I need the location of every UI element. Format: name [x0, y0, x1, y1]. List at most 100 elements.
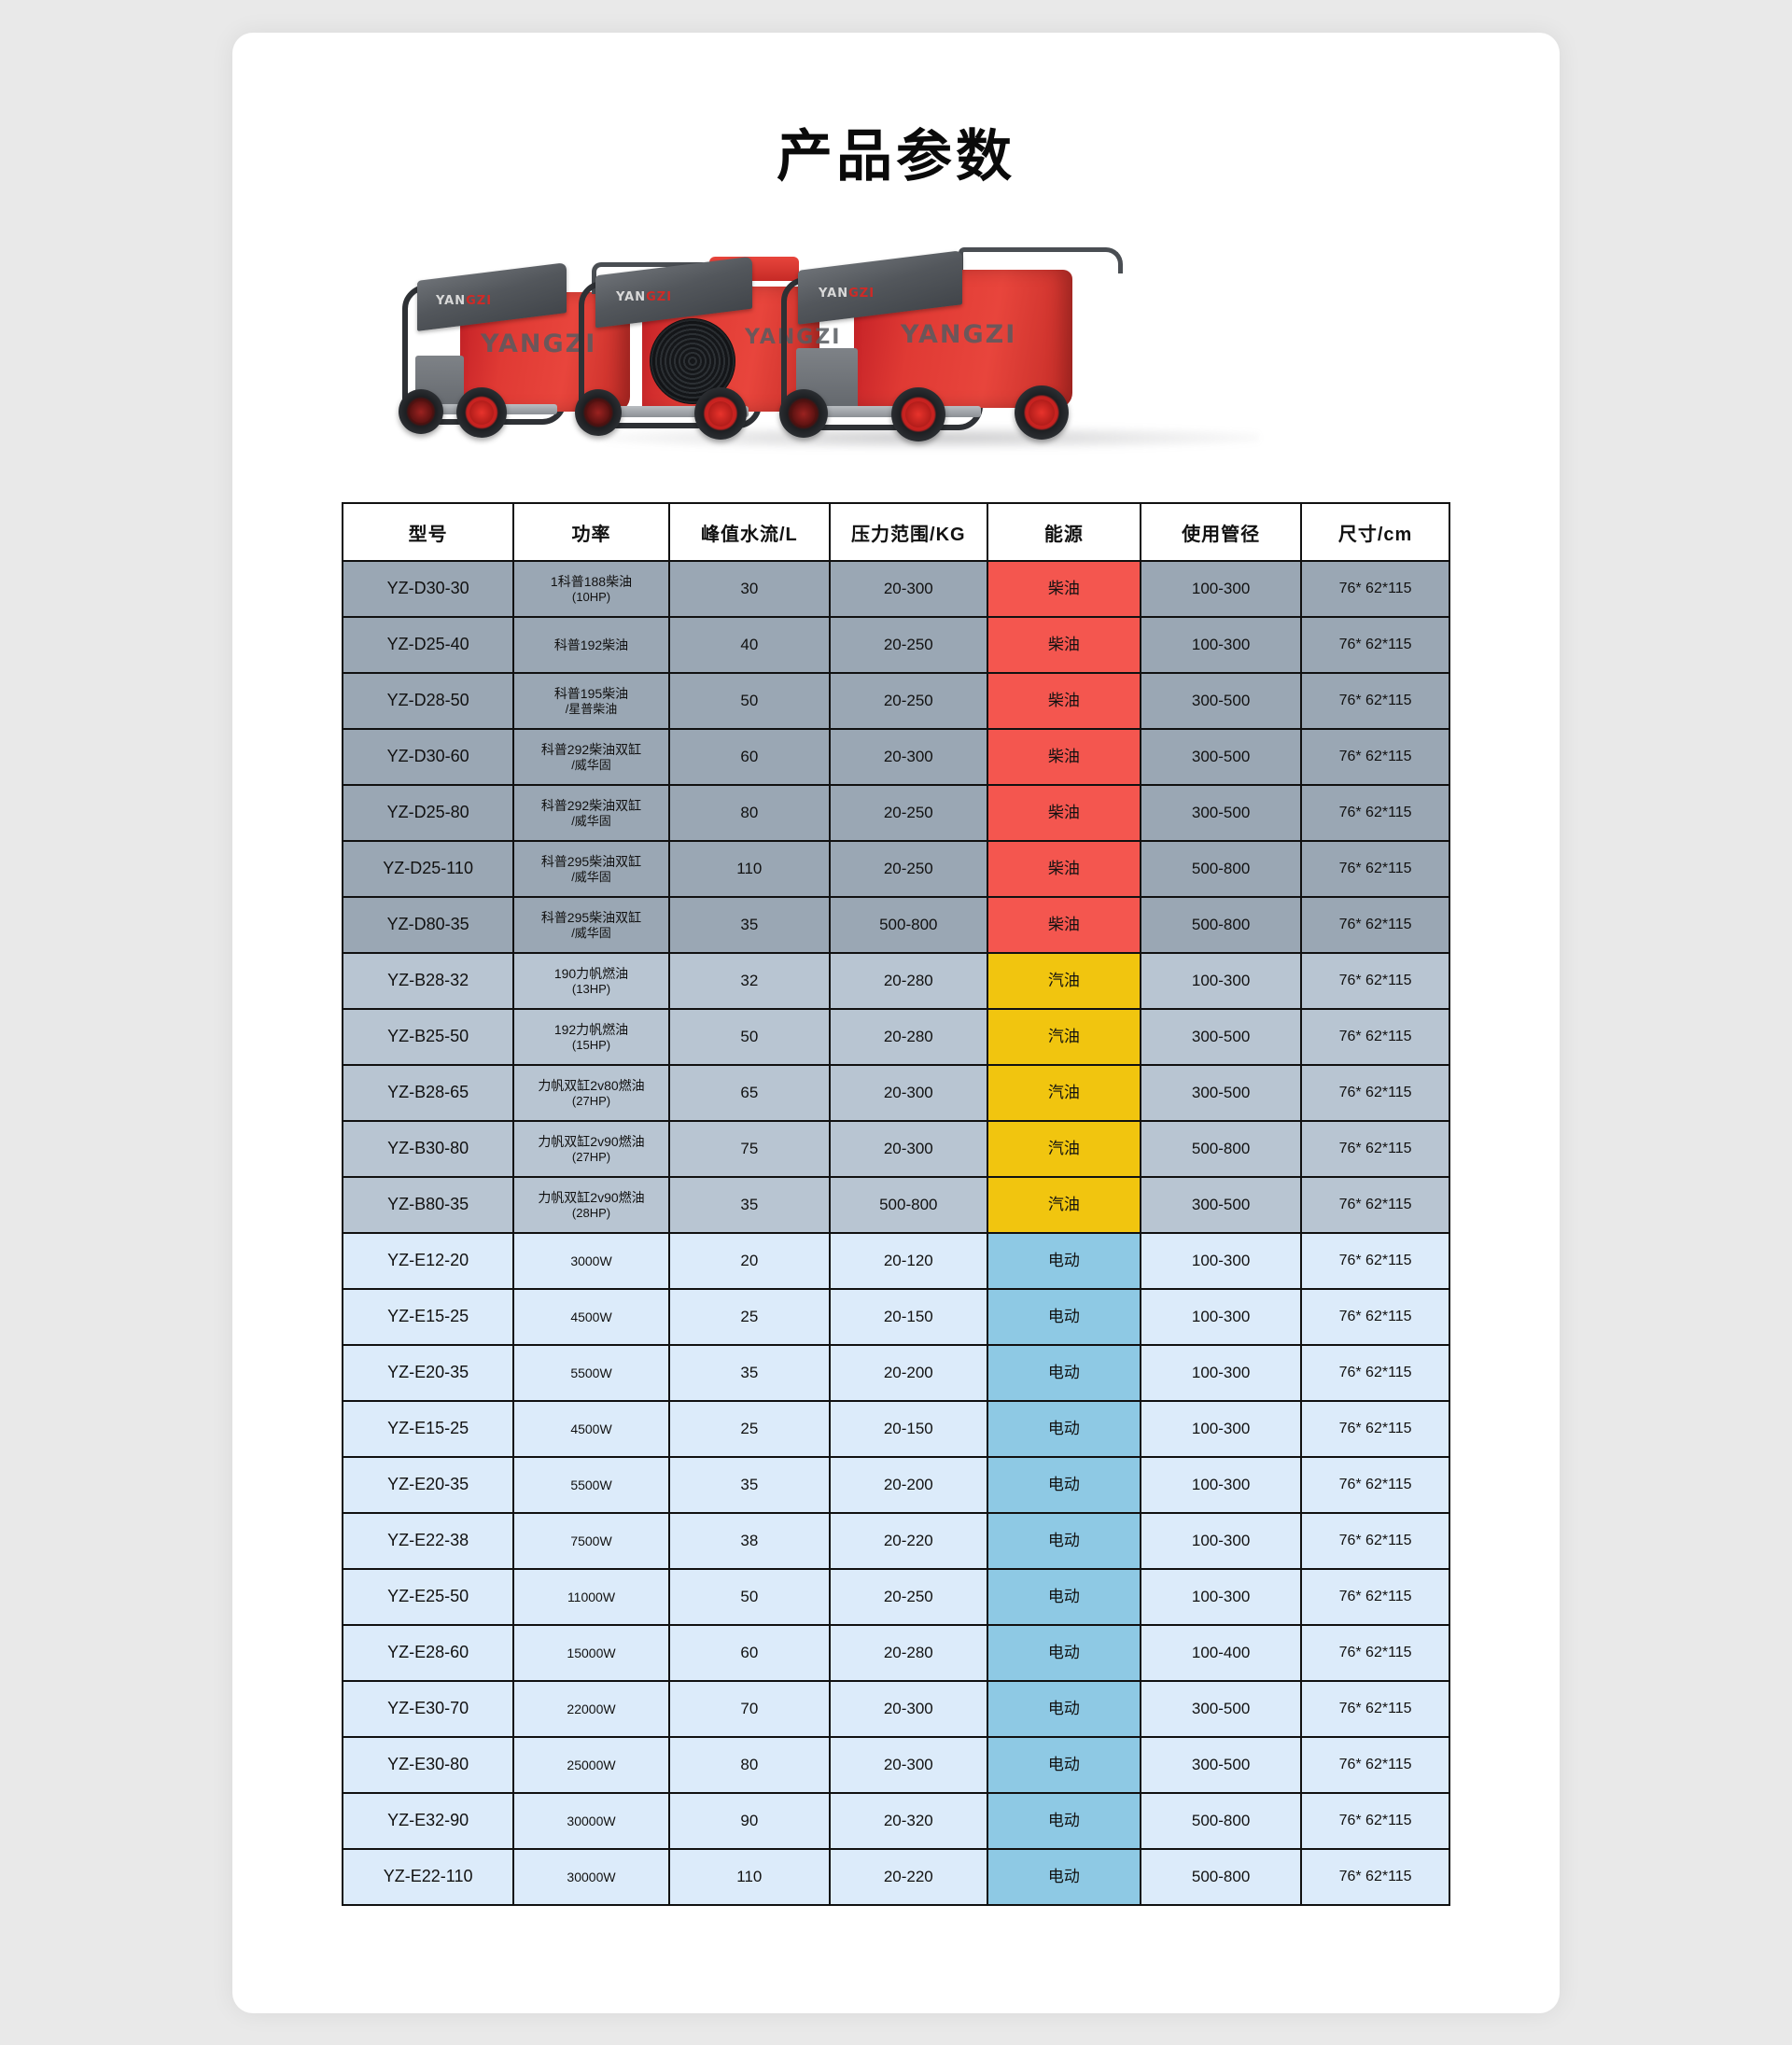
cell-energy: 汽油: [986, 1008, 1142, 1067]
cell-power: 1科普188柴油 (10HP): [512, 560, 670, 619]
table-row: YZ-E22-110 30000W 110 20-220 电动 500-800 76* 62…: [341, 1848, 1450, 1907]
cell-power: 22000W: [512, 1680, 670, 1739]
cell-flow: 35: [667, 1344, 831, 1403]
table-row: YZ-E22-38 7500W 38 20-220 电动 100-300 76* 62*11…: [341, 1512, 1450, 1571]
cell-energy: 电动: [986, 1848, 1142, 1907]
column-header-pipe: 使用管径: [1140, 502, 1303, 563]
cell-model: YZ-E15-25: [341, 1400, 515, 1459]
cell-model: YZ-E25-50: [341, 1568, 515, 1627]
cell-size: 76* 62*115: [1300, 1064, 1450, 1123]
cell-flow: 32: [667, 952, 831, 1011]
column-header-energy: 能源: [986, 502, 1142, 563]
cell-energy: 柴油: [986, 728, 1142, 787]
cell-flow: 50: [667, 1008, 831, 1067]
cell-energy: 电动: [986, 1288, 1142, 1347]
cell-flow: 35: [667, 1176, 831, 1235]
table-row: YZ-B28-32 190力帆燃油 (13HP) 32 20-280 汽油 100-300 7…: [341, 952, 1450, 1011]
cell-power: 15000W: [512, 1624, 670, 1683]
cell-model: YZ-D80-35: [341, 896, 515, 955]
machine-wheel-mid: [891, 387, 945, 442]
cell-flow: 38: [667, 1512, 831, 1571]
cell-flow: 80: [667, 784, 831, 843]
cell-model: YZ-B25-50: [341, 1008, 515, 1067]
product-machine-3: YANGZI YANGZI: [764, 242, 1138, 442]
cell-model: YZ-B80-35: [341, 1176, 515, 1235]
table-row: YZ-E30-80 25000W 80 20-300 电动 300-500 76* 62*1…: [341, 1736, 1450, 1795]
cell-pipe: 300-500: [1140, 728, 1303, 787]
cell-pressure: 20-220: [828, 1848, 988, 1907]
product-hero-image: YANGZI YANGZI YANGZI: [232, 230, 1560, 482]
cell-power: 科普192柴油: [512, 616, 670, 675]
cell-model: YZ-B28-32: [341, 952, 515, 1011]
cell-energy: 电动: [986, 1232, 1142, 1291]
cell-power: 3000W: [512, 1232, 670, 1291]
cell-pipe: 500-800: [1140, 896, 1303, 955]
cell-flow: 60: [667, 1624, 831, 1683]
cell-pipe: 100-300: [1140, 1400, 1303, 1459]
table-row: YZ-E25-50 11000W 50 20-250 电动 100-300 76* 62*1…: [341, 1568, 1450, 1627]
cell-model: YZ-E28-60: [341, 1624, 515, 1683]
cell-pipe: 300-500: [1140, 672, 1303, 731]
cell-power: 25000W: [512, 1736, 670, 1795]
cell-pipe: 300-500: [1140, 784, 1303, 843]
cell-pipe: 100-300: [1140, 1344, 1303, 1403]
cell-pipe: 100-300: [1140, 1568, 1303, 1627]
table-row: YZ-D80-35 科普295柴油双缸/威华固 35 500-800 柴油 500-800…: [341, 896, 1450, 955]
cell-size: 76* 62*115: [1300, 1848, 1450, 1907]
table-row: YZ-E32-90 30000W 90 20-320 电动 500-800 76* 62*1…: [341, 1792, 1450, 1851]
cell-flow: 60: [667, 728, 831, 787]
cell-pipe: 500-800: [1140, 1792, 1303, 1851]
cell-size: 76* 62*115: [1300, 1624, 1450, 1683]
cell-energy: 汽油: [986, 1176, 1142, 1235]
cell-power: 力帆双缸2v90燃油 (28HP): [512, 1176, 670, 1235]
cell-pipe: 100-400: [1140, 1624, 1303, 1683]
brand-suffix: GZI: [466, 294, 493, 309]
cell-pipe: 300-500: [1140, 1736, 1303, 1795]
cell-size: 76* 62*115: [1300, 1568, 1450, 1627]
cell-model: YZ-D25-40: [341, 616, 515, 675]
cell-model: YZ-E30-70: [341, 1680, 515, 1739]
cell-flow: 80: [667, 1736, 831, 1795]
cell-flow: 35: [667, 1456, 831, 1515]
table-header-row: 型号 功率 峰值水流/L 压力范围/KG 能源 使用管径 尺寸/cm: [341, 502, 1450, 563]
cell-pipe: 300-500: [1140, 1680, 1303, 1739]
table-row: YZ-D25-40 科普192柴油 40 20-250 柴油 100-300 76* 62*…: [341, 616, 1450, 675]
brand-suffix: GZI: [848, 287, 875, 301]
cell-flow: 30: [667, 560, 831, 619]
column-header-power: 功率: [512, 502, 670, 563]
cell-size: 76* 62*115: [1300, 1344, 1450, 1403]
cell-model: YZ-D25-80: [341, 784, 515, 843]
cell-size: 76* 62*115: [1300, 1120, 1450, 1179]
cell-flow: 70: [667, 1680, 831, 1739]
cell-pipe: 500-800: [1140, 1120, 1303, 1179]
brand-prefix: YAN: [616, 290, 647, 305]
cell-energy: 汽油: [986, 1120, 1142, 1179]
cell-pipe: 100-300: [1140, 1288, 1303, 1347]
cell-size: 76* 62*115: [1300, 1680, 1450, 1739]
content-card: 产品参数 YANGZI YANGZI: [232, 33, 1560, 2013]
cell-power: 190力帆燃油 (13HP): [512, 952, 670, 1011]
table-row: YZ-E20-35 5500W 35 20-200 电动 100-300 76* 62*11…: [341, 1344, 1450, 1403]
cell-size: 76* 62*115: [1300, 1288, 1450, 1347]
cell-model: YZ-E15-25: [341, 1288, 515, 1347]
cell-pipe: 100-300: [1140, 1456, 1303, 1515]
cell-model: YZ-B28-65: [341, 1064, 515, 1123]
cell-model: YZ-E30-80: [341, 1736, 515, 1795]
cell-pressure: 20-280: [828, 952, 988, 1011]
cell-model: YZ-D28-50: [341, 672, 515, 731]
table-row: YZ-B80-35 力帆双缸2v90燃油 (28HP) 35 500-800 汽油 300-…: [341, 1176, 1450, 1235]
machine-body-logo: YANGZI: [481, 329, 596, 358]
page-title: 产品参数: [777, 124, 1015, 189]
cell-energy: 电动: [986, 1680, 1142, 1739]
cell-size: 76* 62*115: [1300, 1792, 1450, 1851]
cell-pressure: 20-280: [828, 1624, 988, 1683]
cell-energy: 柴油: [986, 672, 1142, 731]
cell-pipe: 500-800: [1140, 840, 1303, 899]
cell-pressure: 20-300: [828, 1736, 988, 1795]
table-row: YZ-D30-30 1科普188柴油 (10HP) 30 20-300 柴油 100-300…: [341, 560, 1450, 619]
cell-size: 76* 62*115: [1300, 560, 1450, 619]
table-row: YZ-B30-80 力帆双缸2v90燃油 (27HP) 75 20-300 汽油 500-8…: [341, 1120, 1450, 1179]
cell-flow: 110: [667, 840, 831, 899]
cell-power: 30000W: [512, 1792, 670, 1851]
table-head: 型号 功率 峰值水流/L 压力范围/KG 能源 使用管径 尺寸/cm: [341, 502, 1450, 563]
